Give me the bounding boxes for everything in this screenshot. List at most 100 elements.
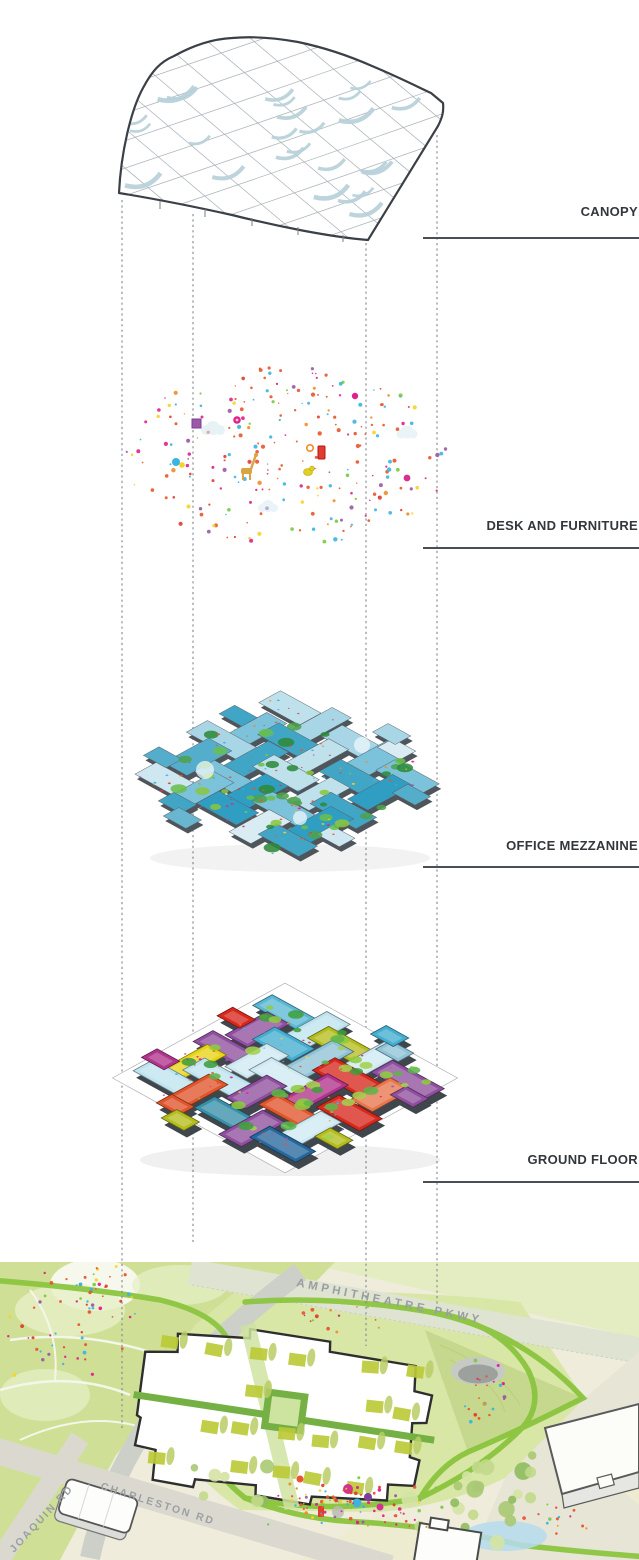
person-dot xyxy=(482,1402,486,1406)
mezzanine-plate xyxy=(142,746,183,769)
magenta-blob-icon xyxy=(403,474,411,482)
speck-dot xyxy=(284,1137,288,1140)
furniture-dot xyxy=(378,483,383,488)
speck-dot xyxy=(403,791,407,794)
furniture-dot xyxy=(370,416,373,419)
person-dot xyxy=(84,1358,87,1361)
furniture-dot xyxy=(252,398,255,401)
furniture-dot xyxy=(383,490,388,496)
person-dot xyxy=(92,1273,95,1276)
tree-blob xyxy=(257,762,265,767)
furniture-dot xyxy=(267,469,269,471)
speck-dot xyxy=(387,1075,389,1077)
speck-dot xyxy=(266,848,269,850)
furniture-dot xyxy=(322,539,327,544)
furniture-dot xyxy=(310,392,316,397)
furniture-dot xyxy=(174,403,177,406)
tree-blob xyxy=(323,1134,334,1140)
furniture-dot xyxy=(234,397,237,401)
furniture-dot xyxy=(336,428,341,433)
tree-blob xyxy=(363,1086,379,1095)
furniture-dot xyxy=(435,489,438,492)
speck-dot xyxy=(262,1132,265,1135)
furniture-dot xyxy=(186,504,191,509)
furniture-dot xyxy=(249,500,252,504)
olive-tree-block xyxy=(406,1364,425,1379)
ground-tray-floor xyxy=(285,1015,344,1048)
speck-dot xyxy=(398,1082,401,1084)
speck-dot xyxy=(153,784,156,786)
tree-blob xyxy=(319,802,328,807)
furniture-dot xyxy=(395,467,400,472)
person-dot xyxy=(92,1282,96,1287)
tree-blob xyxy=(421,1079,432,1085)
site-tree xyxy=(461,1471,472,1482)
furniture-dot xyxy=(269,395,273,399)
person-dot xyxy=(79,1297,82,1300)
furniture-dot xyxy=(388,511,393,515)
person-dot xyxy=(356,1486,359,1489)
person-dot xyxy=(346,1500,349,1503)
speck-dot xyxy=(322,776,326,779)
speck-dot xyxy=(259,799,263,802)
furniture-dot xyxy=(233,535,236,539)
tree-blob xyxy=(265,760,279,769)
furniture-dot xyxy=(279,369,283,373)
furniture-dot xyxy=(340,518,343,522)
person-dot xyxy=(39,1350,42,1353)
canopy-grid-line xyxy=(119,37,444,240)
speck-dot xyxy=(196,1040,199,1042)
furniture-dot xyxy=(312,386,316,390)
furniture-dot xyxy=(383,405,386,408)
olive-tree-block xyxy=(277,1426,296,1441)
site-tree xyxy=(473,1481,485,1493)
site-tree xyxy=(467,1509,479,1521)
furniture-dot xyxy=(327,409,330,412)
furniture-dot xyxy=(340,538,343,541)
tree-blob xyxy=(279,1093,289,1098)
furniture-dot xyxy=(354,497,357,501)
speck-dot xyxy=(179,774,183,777)
person-dot xyxy=(89,1287,94,1292)
person-dot xyxy=(318,1489,322,1492)
furniture-dot xyxy=(345,473,350,478)
rule-office-mezzanine xyxy=(423,866,639,868)
olive-tree-lozenge xyxy=(224,1338,233,1356)
person-dot xyxy=(321,1502,325,1507)
furniture-dot xyxy=(315,372,317,375)
furniture-dot xyxy=(369,499,371,502)
tree-blob xyxy=(266,795,276,801)
person-dot xyxy=(320,1521,323,1525)
furniture-dot xyxy=(424,477,427,480)
person-dot xyxy=(356,1306,358,1308)
furniture-dot xyxy=(364,514,367,517)
furniture-dot xyxy=(261,488,264,491)
person-dot xyxy=(419,1499,422,1502)
canopy-accent-curve xyxy=(391,96,422,111)
person-dot xyxy=(38,1300,42,1304)
tree-blob xyxy=(195,787,210,796)
person-dot xyxy=(97,1282,102,1287)
person-dot xyxy=(501,1382,505,1386)
person-dot xyxy=(395,1523,398,1526)
furniture-dot xyxy=(387,394,390,397)
canopy-grid-line xyxy=(119,37,444,240)
furniture-dot xyxy=(187,452,191,456)
person-dot xyxy=(85,1303,88,1306)
speck-dot xyxy=(269,734,272,736)
person-dot xyxy=(477,1417,481,1420)
speck-dot xyxy=(230,803,234,805)
canopy-accent-curve xyxy=(264,88,295,102)
tree-blob xyxy=(394,758,406,764)
speck-dot xyxy=(260,776,263,778)
ground-tray-floor xyxy=(377,1063,438,1098)
tree-blob xyxy=(231,1101,246,1110)
person-dot xyxy=(485,1375,488,1378)
furniture-dot xyxy=(349,505,354,510)
speck-dot xyxy=(281,1158,284,1160)
person-dot xyxy=(352,1502,355,1505)
furniture-dot xyxy=(278,418,281,422)
speck-dot xyxy=(162,1094,166,1096)
person-dot xyxy=(340,1510,343,1513)
speck-dot xyxy=(379,1095,383,1098)
